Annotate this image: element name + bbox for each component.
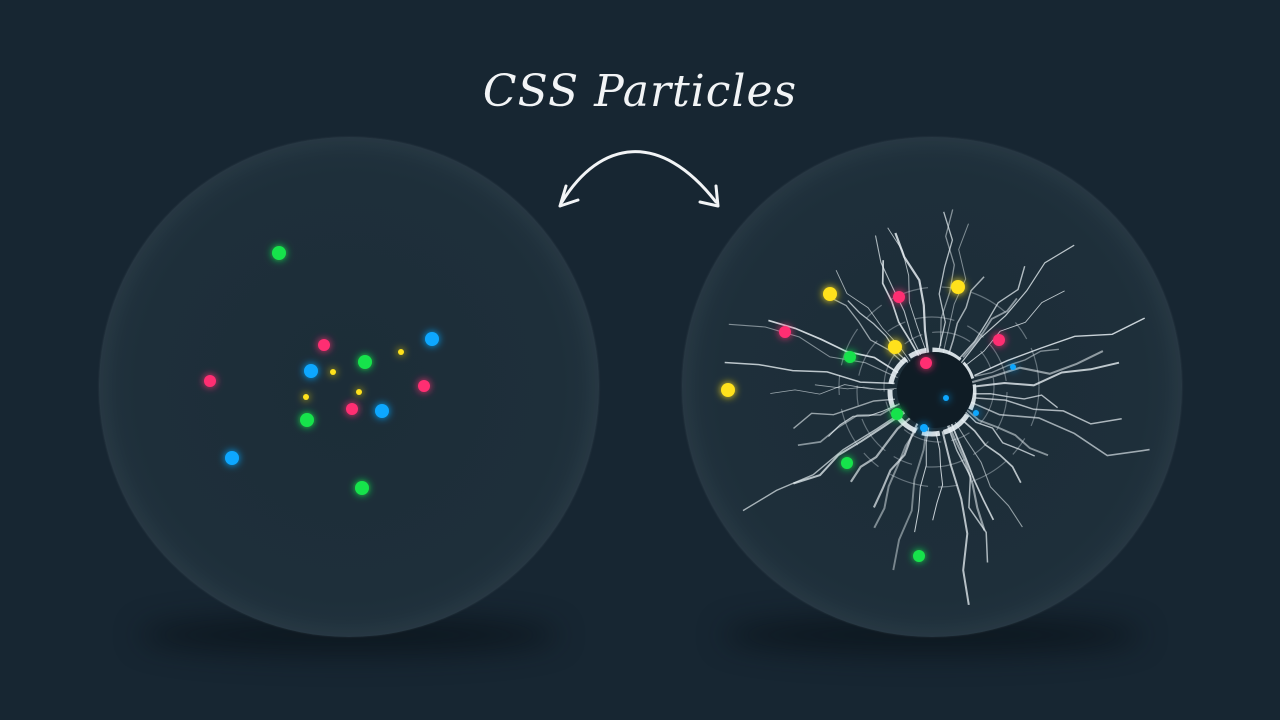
crack-line (963, 290, 1065, 367)
yellow-particle (303, 394, 309, 400)
crack-line (960, 244, 1075, 364)
arrow-curve (560, 150, 718, 204)
green-particle (844, 351, 856, 363)
crack-line (894, 232, 930, 357)
crack-line (881, 260, 921, 359)
blue-particle (225, 451, 239, 465)
blue-particle (375, 404, 389, 418)
crack-line (768, 319, 899, 374)
crack-line (914, 420, 931, 533)
crack-line (873, 426, 919, 529)
pink-particle (920, 357, 932, 369)
glass-sphere-intact (99, 137, 599, 637)
green-particle (913, 550, 925, 562)
crack-line (962, 297, 1018, 358)
crack-line (963, 406, 1049, 457)
yellow-particle (398, 349, 404, 355)
blue-particle (1010, 364, 1016, 370)
yellow-particle (823, 287, 837, 301)
crack-line (963, 409, 1035, 457)
crack-line (938, 211, 954, 350)
blue-particle (943, 395, 949, 401)
yellow-particle (356, 389, 362, 395)
crack-line (946, 423, 989, 563)
crack-line (742, 406, 910, 512)
crack-line (793, 410, 907, 485)
particles (204, 246, 1016, 562)
crack-line (948, 418, 995, 521)
green-particle (891, 408, 903, 420)
green-particle (272, 246, 286, 260)
green-particle (355, 481, 369, 495)
crack-line (965, 350, 1104, 385)
pink-particle (346, 403, 358, 415)
crack-line (975, 397, 1122, 425)
arrow-head-left (558, 184, 580, 208)
crack-ring (883, 331, 995, 443)
arrow-head-right (698, 184, 720, 208)
crack-line (958, 266, 1026, 359)
crack-line (946, 276, 985, 358)
pink-particle (318, 339, 330, 351)
blue-particle (304, 364, 318, 378)
glass-cracks (724, 209, 1150, 606)
yellow-particle (888, 340, 902, 354)
crack-line (973, 392, 1059, 409)
crack-line (892, 419, 929, 571)
page-title: CSS Particles (482, 66, 798, 117)
crack-ring (838, 286, 1040, 488)
crack-line (872, 416, 922, 508)
crack-line (814, 384, 897, 391)
glass-hole (897, 352, 973, 428)
pink-particle (893, 291, 905, 303)
crack-ring (887, 347, 977, 437)
blue-particle (425, 332, 439, 346)
green-particle (300, 413, 314, 427)
crack-line (797, 402, 901, 447)
crack-line (963, 398, 1150, 457)
crack-line (953, 419, 1023, 528)
double-arrow-icon (558, 150, 720, 208)
crack-line (974, 348, 1059, 377)
pink-particle (418, 380, 430, 392)
pink-particle (993, 334, 1005, 346)
crack-line (939, 209, 955, 347)
yellow-particle (330, 369, 336, 375)
crack-line (961, 418, 1022, 484)
crack-line (941, 430, 970, 606)
crack-line (793, 398, 896, 429)
crack-line (770, 384, 894, 395)
blue-particle (973, 410, 979, 416)
green-particle (841, 457, 853, 469)
pink-particle (779, 326, 791, 338)
crack-line (849, 416, 912, 483)
crack-ring (856, 316, 1008, 468)
crack-line (728, 323, 898, 379)
yellow-particle (721, 383, 735, 397)
green-particle (358, 355, 372, 369)
pink-particle (204, 375, 216, 387)
blue-particle (920, 424, 928, 432)
crack-line (975, 361, 1120, 388)
crack-line (974, 317, 1146, 377)
crack-line (724, 361, 895, 385)
yellow-particle (951, 280, 965, 294)
crack-line (932, 432, 944, 521)
